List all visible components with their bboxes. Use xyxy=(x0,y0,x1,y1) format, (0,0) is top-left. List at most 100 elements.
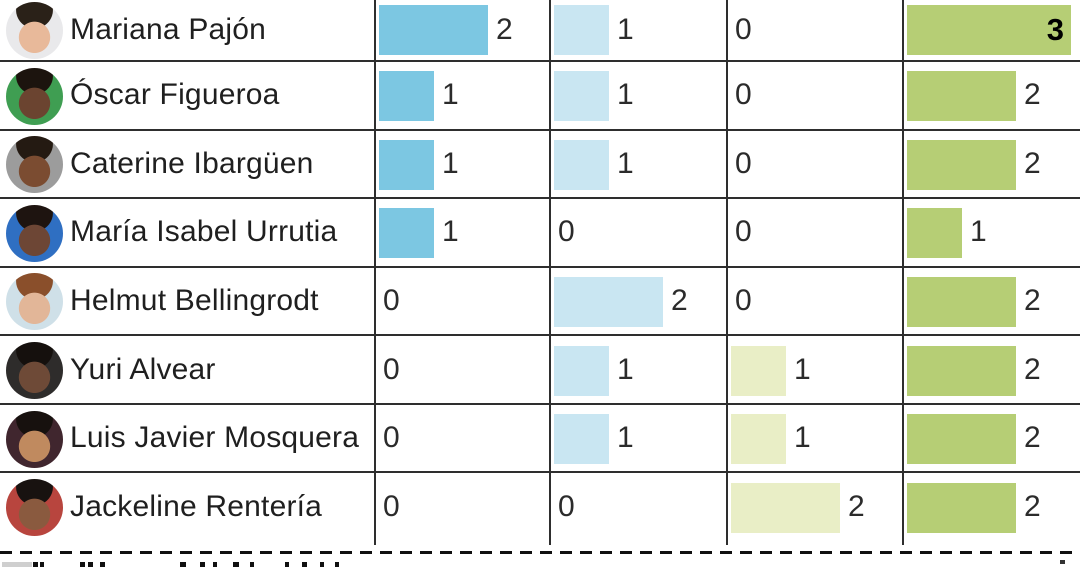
total-bar xyxy=(907,139,1016,190)
total-cell: 1 xyxy=(903,199,1080,266)
silver-cell: 2 xyxy=(550,268,727,335)
caption-letter-fragment xyxy=(200,562,205,567)
total-value: 2 xyxy=(1024,146,1041,180)
athlete-row: Jackeline Rentería 0 0 2 2 xyxy=(0,471,1080,540)
athlete-row: Mariana Pajón 2 1 0 3 xyxy=(0,0,1080,60)
athlete-photo-avatar xyxy=(6,1,63,59)
column-divider-line xyxy=(374,0,376,545)
gold-value: 0 xyxy=(383,421,400,455)
gold-bar xyxy=(379,139,434,190)
total-cell: 2 xyxy=(903,268,1080,335)
athlete-name: Óscar Figueroa xyxy=(70,78,280,112)
athlete-photo-avatar xyxy=(6,273,63,331)
caption-letter-fragment xyxy=(1060,560,1065,564)
gold-value: 0 xyxy=(383,352,400,386)
bronze-value: 0 xyxy=(735,283,752,317)
total-bar xyxy=(907,414,1016,465)
total-bar xyxy=(907,208,962,259)
silver-bar xyxy=(554,345,609,396)
silver-cell: 0 xyxy=(550,473,727,540)
athlete-name: Yuri Alvear xyxy=(70,352,216,386)
caption-letter-fragment xyxy=(302,562,307,567)
bronze-value: 0 xyxy=(735,13,752,46)
athlete-row: Yuri Alvear 0 1 1 2 xyxy=(0,334,1080,403)
total-value: 1 xyxy=(970,215,987,249)
athlete-row: Helmut Bellingrodt 0 2 0 2 xyxy=(0,265,1080,335)
bronze-value: 0 xyxy=(735,215,752,249)
gold-bar xyxy=(379,5,488,55)
athlete-photo-avatar xyxy=(6,136,63,194)
silver-bar xyxy=(554,71,609,122)
silver-cell: 1 xyxy=(550,336,727,403)
bronze-value: 1 xyxy=(794,352,811,386)
gold-cell: 2 xyxy=(375,0,550,60)
silver-cell: 1 xyxy=(550,405,727,472)
bronze-cell: 0 xyxy=(727,0,903,60)
gold-cell: 0 xyxy=(375,268,550,335)
silver-cell: 1 xyxy=(550,131,727,198)
gold-cell: 1 xyxy=(375,131,550,198)
gold-value: 1 xyxy=(442,146,459,180)
total-bar xyxy=(907,345,1016,396)
bronze-cell: 1 xyxy=(727,336,903,403)
total-cell: 2 xyxy=(903,131,1080,198)
athlete-name: Helmut Bellingrodt xyxy=(70,283,319,317)
total-cell: 3 xyxy=(903,0,1080,60)
silver-value: 1 xyxy=(617,78,634,112)
athlete-name: María Isabel Urrutia xyxy=(70,215,338,249)
total-value: 2 xyxy=(1024,489,1041,523)
total-bar xyxy=(907,482,1016,533)
silver-cell: 1 xyxy=(550,62,727,129)
athlete-row: Óscar Figueroa 1 1 0 2 xyxy=(0,60,1080,129)
bronze-cell: 0 xyxy=(727,131,903,198)
total-cell: 2 xyxy=(903,336,1080,403)
silver-value: 1 xyxy=(617,421,634,455)
gold-cell: 0 xyxy=(375,473,550,540)
bronze-bar xyxy=(731,414,786,465)
total-value: 2 xyxy=(1024,352,1041,386)
total-cell: 2 xyxy=(903,405,1080,472)
athlete-photo-avatar xyxy=(6,204,63,262)
gold-value: 0 xyxy=(383,283,400,317)
athlete-name: Jackeline Rentería xyxy=(70,489,323,523)
athlete-photo-avatar xyxy=(6,67,63,125)
silver-bar xyxy=(554,276,663,327)
total-value: 3 xyxy=(1046,12,1064,47)
athlete-row: María Isabel Urrutia 1 0 0 1 xyxy=(0,197,1080,266)
caption-letter-fragment xyxy=(40,562,44,567)
gold-bar xyxy=(379,71,434,122)
bronze-cell: 0 xyxy=(727,62,903,129)
total-value: 2 xyxy=(1024,421,1041,455)
bronze-value: 0 xyxy=(735,78,752,112)
total-value: 2 xyxy=(1024,283,1041,317)
athlete-row: Luis Javier Mosquera 0 1 1 2 xyxy=(0,402,1080,472)
caption-letter-fragment xyxy=(213,562,217,567)
bronze-value: 2 xyxy=(848,489,865,523)
dashed-divider-line xyxy=(0,551,1080,554)
caption-letter-fragment xyxy=(320,562,324,567)
bronze-cell: 1 xyxy=(727,405,903,472)
silver-bar xyxy=(554,139,609,190)
bronze-bar xyxy=(731,345,786,396)
bronze-cell: 0 xyxy=(727,268,903,335)
caption-letter-fragment xyxy=(285,562,289,567)
silver-bar xyxy=(554,5,609,55)
gold-cell: 1 xyxy=(375,199,550,266)
bronze-cell: 0 xyxy=(727,199,903,266)
caption-letter-fragment xyxy=(233,562,239,567)
column-divider-line xyxy=(549,0,551,545)
silver-value: 1 xyxy=(617,146,634,180)
silver-cell: 0 xyxy=(550,199,727,266)
gold-value: 0 xyxy=(383,489,400,523)
athlete-photo-avatar xyxy=(6,410,63,468)
total-bar xyxy=(907,71,1016,122)
bronze-value: 1 xyxy=(794,421,811,455)
column-divider-line xyxy=(902,0,904,545)
caption-letter-fragment xyxy=(80,562,85,567)
caption-letter-fragment xyxy=(180,562,186,567)
gold-value: 1 xyxy=(442,78,459,112)
caption-letter-fragment xyxy=(335,562,339,567)
bronze-value: 0 xyxy=(735,146,752,180)
total-bar xyxy=(907,276,1016,327)
